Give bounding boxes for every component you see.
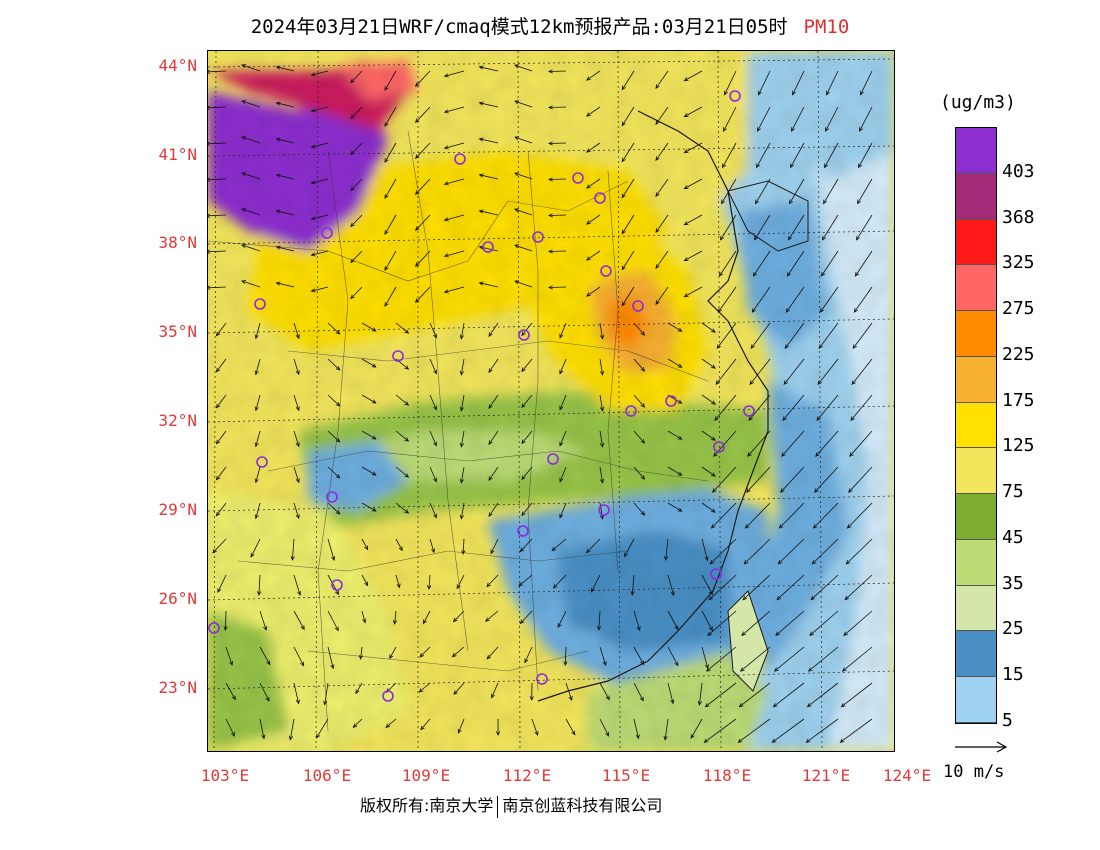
legend-label: 275	[1002, 298, 1035, 320]
city-marker	[547, 453, 559, 465]
title-pollutant: PM10	[803, 16, 850, 38]
city-marker	[665, 395, 677, 407]
city-marker	[536, 673, 548, 685]
city-marker	[713, 441, 725, 453]
city-marker	[482, 241, 494, 253]
lon-label-118: 118°E	[702, 766, 752, 785]
wind-vectors	[208, 64, 873, 743]
wind-reference-label: 10 m/s	[943, 762, 1005, 782]
city-marker	[625, 405, 637, 417]
city-marker	[743, 405, 755, 417]
pm10-map	[207, 50, 895, 752]
city-marker	[321, 227, 333, 239]
legend-label: 175	[1002, 389, 1035, 411]
legend-label: 125	[1002, 435, 1035, 457]
legend-label: 35	[1002, 572, 1024, 594]
legend-label: 5	[1002, 710, 1013, 731]
legend-label: 15	[1002, 664, 1024, 686]
legend-label: 325	[1002, 252, 1035, 274]
legend-band	[956, 402, 996, 449]
city-marker	[632, 300, 644, 312]
city-marker	[254, 298, 266, 310]
city-marker	[710, 568, 722, 580]
copyright-separator	[497, 795, 499, 818]
city-marker	[517, 525, 529, 537]
legend-band	[956, 356, 996, 403]
title-main: 2024年03月21日WRF/cmaq模式12km预报产品:03月21日05时	[250, 16, 788, 38]
taiwan-island	[727, 590, 769, 692]
lat-label-32: 32°N	[158, 411, 197, 430]
city-marker	[208, 622, 220, 634]
copyright-left: 版权所有:南京大学	[360, 796, 494, 815]
color-legend	[955, 127, 997, 724]
legend-band	[956, 128, 996, 174]
lat-label-26: 26°N	[158, 589, 197, 608]
lat-label-29: 29°N	[158, 500, 197, 519]
legend-band	[956, 585, 996, 632]
city-marker	[392, 350, 404, 362]
wind-reference-arrow	[955, 741, 1008, 753]
province-boundaries	[208, 130, 709, 732]
map-title: 2024年03月21日WRF/cmaq模式12km预报产品:03月21日05时 P…	[0, 12, 1100, 39]
lat-label-38: 38°N	[158, 233, 197, 252]
city-marker	[572, 172, 584, 184]
legend-band	[956, 219, 996, 266]
legend-band	[956, 539, 996, 586]
lat-label-23: 23°N	[158, 678, 197, 697]
lon-label-109: 109°E	[401, 766, 451, 785]
legend-band	[956, 494, 996, 540]
city-marker	[598, 504, 610, 516]
city-marker	[256, 456, 268, 468]
city-markers	[208, 90, 755, 702]
city-marker	[331, 579, 343, 591]
legend-label: 403	[1002, 160, 1035, 182]
city-marker	[729, 90, 741, 102]
lat-label-41: 41°N	[158, 145, 197, 164]
city-marker	[382, 690, 394, 702]
city-marker	[454, 153, 466, 165]
coastline	[537, 110, 769, 702]
lon-label-121: 121°E	[801, 766, 851, 785]
lat-label-35: 35°N	[158, 322, 197, 341]
city-marker	[518, 329, 530, 341]
copyright: 版权所有:南京大学 南京创蓝科技有限公司	[360, 792, 662, 818]
legend-label: 225	[1002, 343, 1035, 365]
pm10-field	[208, 51, 894, 751]
legend-unit: (ug/m3)	[940, 92, 1016, 113]
legend-label: 368	[1002, 206, 1035, 228]
city-marker	[326, 491, 338, 503]
legend-label: 75	[1002, 481, 1024, 503]
legend-band	[956, 448, 996, 495]
legend-band	[956, 677, 996, 723]
lon-label-103: 103°E	[200, 766, 250, 785]
legend-band	[956, 265, 996, 312]
city-marker	[532, 231, 544, 243]
copyright-right: 南京创蓝科技有限公司	[502, 796, 663, 815]
legend-label: 25	[1002, 618, 1024, 640]
legend-label: 45	[1002, 526, 1024, 548]
legend-band	[956, 173, 996, 220]
lon-label-115: 115°E	[601, 766, 651, 785]
lat-label-44: 44°N	[158, 56, 197, 75]
legend-band	[956, 631, 996, 678]
lon-label-124: 124°E	[882, 766, 932, 785]
lon-label-106: 106°E	[302, 766, 352, 785]
city-marker	[600, 265, 612, 277]
graticule	[208, 51, 894, 751]
lon-label-112: 112°E	[502, 766, 552, 785]
city-marker	[594, 192, 606, 204]
legend-band	[956, 311, 996, 357]
